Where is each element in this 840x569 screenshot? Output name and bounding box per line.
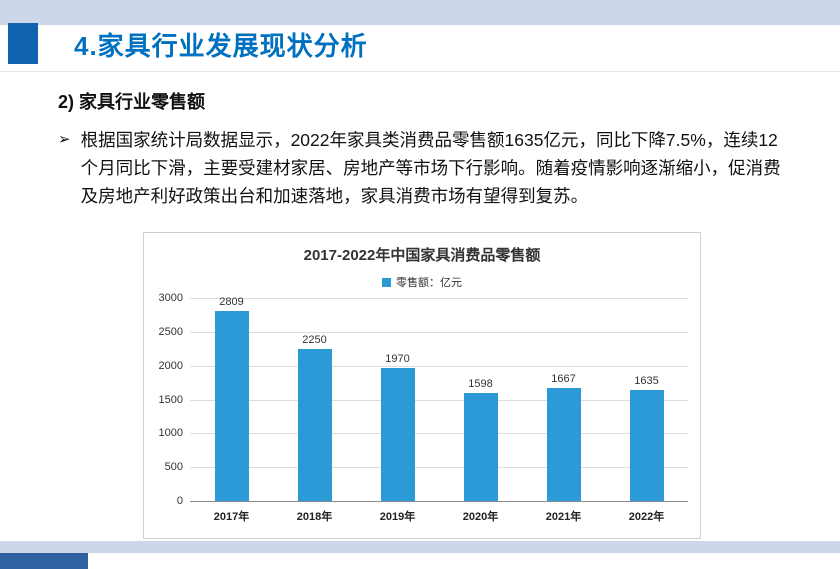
footer-accent-block: [0, 553, 88, 569]
bar-value-label: 1667: [551, 373, 576, 386]
bar-value-label: 2809: [219, 295, 244, 308]
x-tick-label: 2018年: [296, 511, 333, 523]
bar-2019年: [380, 367, 415, 501]
y-tick-label: 500: [164, 461, 183, 474]
bar-value-label: 2250: [302, 333, 327, 346]
legend-swatch-icon: [382, 277, 391, 287]
bullet-paragraph: ➢ 根据国家统计局数据显示，2022年家具类消费品零售额1635亿元，同比下降7…: [58, 126, 786, 210]
footer-decor-strip: [0, 541, 840, 553]
gridline: [190, 501, 688, 502]
gridline: [190, 365, 688, 367]
bar-2020年: [463, 392, 498, 501]
section-subtitle: 2) 家具行业零售额: [58, 92, 206, 112]
bar-column: 2250: [273, 298, 356, 501]
x-tick-label: 2019年: [379, 511, 416, 523]
y-tick-label: 1000: [158, 427, 183, 440]
y-tick-label: 0: [176, 495, 183, 507]
bar-column: 1970: [356, 298, 439, 501]
y-tick-label: 2500: [158, 325, 183, 338]
y-tick-label: 3000: [158, 292, 183, 304]
y-tick-label: 2000: [158, 359, 183, 372]
slide-title: 4.家具行业发展现状分析: [74, 31, 368, 61]
gridline: [190, 467, 688, 469]
bar-2018年: [297, 348, 332, 501]
bar-column: 2809: [190, 295, 273, 501]
bar-column: 1635: [605, 298, 688, 501]
bar-2022年: [629, 390, 664, 501]
gridline: [190, 433, 688, 435]
bar-2021年: [546, 388, 581, 501]
legend-label: 零售额：亿元: [396, 277, 462, 289]
x-tick-label: 2017年: [213, 511, 250, 523]
title-accent-square: [8, 23, 38, 64]
gridline: [190, 331, 688, 333]
bar-chart: 2017-2022年中国家具消费品零售额 零售额：亿元 0 500 1000 1500…: [143, 232, 701, 539]
bars: 2809 2250 1970 1598 1667 1635: [190, 295, 688, 501]
y-tick-label: 1500: [158, 393, 183, 406]
gridline: [190, 399, 688, 401]
x-axis-labels: 2017年 2018年 2019年 2020年 2021年 2022年: [190, 508, 688, 524]
top-decor-strip: [0, 0, 840, 25]
bar-value-label: 1635: [634, 375, 659, 388]
bullet-text: 根据国家统计局数据显示，2022年家具类消费品零售额1635亿元，同比下降7.5…: [80, 130, 781, 206]
y-axis: 0 500 1000 1500 2000 2500 3000: [154, 292, 190, 507]
x-tick-label: 2021年: [545, 511, 582, 523]
bar-value-label: 1970: [385, 352, 410, 365]
bar-2017年: [214, 310, 249, 501]
arrow-bullet-icon: ➢: [58, 131, 71, 148]
x-tick-label: 2022年: [628, 511, 665, 523]
header-divider-line: [0, 71, 840, 72]
x-tick-label: 2020年: [462, 511, 499, 523]
chart-title: 2017-2022年中国家具消费品零售额: [303, 247, 541, 264]
plot-area: 2809 2250 1970 1598 1667 1635: [190, 295, 688, 502]
bar-column: 1598: [439, 298, 522, 501]
gridline: [190, 298, 688, 299]
bar-value-label: 1598: [468, 377, 493, 390]
chart-body: 0 500 1000 1500 2000 2500 3000 2809 2250 1970 159…: [154, 292, 688, 507]
bar-column: 1667: [522, 298, 605, 501]
chart-legend: 零售额：亿元: [144, 274, 700, 290]
